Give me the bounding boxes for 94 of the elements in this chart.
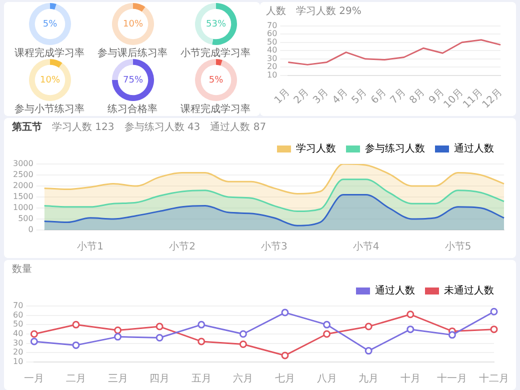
y-tick-label: 500: [18, 214, 34, 224]
y-tick-label: 2000: [13, 181, 34, 190]
text: 75%: [122, 75, 143, 86]
point: [72, 341, 80, 349]
point: [30, 338, 38, 346]
text: 5%: [208, 75, 224, 86]
point: [114, 326, 122, 334]
point: [490, 308, 498, 316]
text: 学习人数 123: [52, 121, 114, 134]
y-tick-label: 40: [266, 46, 278, 55]
text: 53%: [205, 19, 226, 30]
point: [156, 334, 164, 342]
x-tick-label: 四月: [150, 374, 170, 385]
y-tick-label: 20: [12, 348, 24, 357]
point: [72, 320, 80, 328]
x-tick-label: 八月: [316, 374, 337, 385]
x-tick-label: 12月: [480, 86, 504, 111]
y-tick-label: 40: [12, 329, 24, 338]
text: 课程完成学习率: [180, 102, 252, 116]
point: [364, 322, 372, 330]
text: 参与练习人数 43: [124, 120, 200, 134]
y-tick-label: 50: [12, 320, 24, 329]
y-tick-label: 50: [266, 37, 278, 46]
x-tick-label: 十二月: [479, 372, 509, 385]
x-tick-label: 小节1: [77, 240, 104, 253]
x-tick-label: 九月: [358, 372, 379, 385]
point: [198, 320, 206, 328]
point: [323, 330, 331, 338]
legend-label: 通过人数: [375, 284, 415, 297]
point: [30, 330, 38, 338]
point: [156, 322, 164, 330]
text: 通过人数 87: [210, 120, 266, 134]
x-tick-label: 1月: [272, 86, 292, 106]
x-tick-label: 七月: [274, 372, 295, 385]
x-tick-label: 8月: [408, 86, 428, 106]
x-tick-label: 小节4: [352, 240, 380, 253]
y-tick-label: 20: [266, 62, 278, 72]
text: 5%: [42, 19, 58, 30]
y-tick-label: 70: [266, 20, 278, 30]
y-axis-title: 人数: [266, 5, 286, 18]
y-tick-label: 2500: [13, 170, 34, 180]
x-tick-label: 小节2: [169, 240, 196, 253]
x-tick-label: 五月: [191, 374, 212, 385]
point: [281, 352, 289, 360]
y-tick-label: 10: [12, 357, 24, 366]
text: 学习人数 29%: [296, 5, 362, 18]
point: [114, 333, 122, 341]
x-tick-label: 5月: [350, 86, 370, 106]
text: 小节完成学习率: [180, 46, 252, 60]
y-tick-label: 70: [12, 301, 24, 310]
legend-label: 参与练习人数: [365, 142, 425, 155]
legend-label: 学习人数: [296, 142, 336, 155]
point: [490, 326, 498, 334]
y-tick-label: 30: [266, 54, 278, 63]
y-tick-label: 3000: [13, 159, 34, 168]
point: [198, 338, 206, 346]
x-tick-label: 三月: [108, 374, 128, 385]
point: [364, 347, 372, 355]
x-tick-label: 一月: [24, 374, 44, 385]
x-tick-label: 6月: [369, 86, 389, 106]
text: 10%: [122, 19, 143, 30]
y-tick-label: 0: [28, 225, 34, 234]
x-tick-label: 7月: [388, 86, 408, 106]
text: 练习合格率: [106, 102, 158, 116]
point: [406, 310, 414, 318]
legend-label: 未通过人数: [444, 284, 494, 297]
text: 课程完成学习率: [14, 46, 86, 60]
x-tick-label: 二月: [66, 374, 86, 385]
y-tick-label: 1000: [13, 203, 34, 212]
text: 参与课后练习率: [96, 46, 168, 60]
x-tick-label: 十一月: [437, 372, 468, 385]
text: 10%: [39, 75, 60, 86]
y-tick-label: 1500: [13, 192, 34, 202]
text: 参与小节练习率: [14, 102, 86, 116]
point: [281, 308, 289, 316]
x-tick-label: 2月: [292, 86, 312, 106]
y-tick-label: 60: [12, 310, 24, 320]
x-tick-label: 3月: [311, 86, 331, 106]
y-tick-label: 60: [266, 29, 278, 38]
y-tick-label: 30: [12, 338, 24, 348]
point: [406, 326, 414, 334]
point: [239, 340, 247, 348]
x-tick-label: 小节3: [260, 240, 288, 253]
point: [323, 320, 331, 328]
legend-label: 通过人数: [454, 142, 494, 155]
y-axis-title: 数量: [12, 263, 32, 276]
y-tick-label: 10: [266, 70, 278, 80]
x-tick-label: 4月: [330, 86, 350, 106]
x-tick-label: 十月: [400, 372, 420, 385]
x-tick-label: 小节5: [444, 240, 472, 253]
point: [239, 330, 247, 338]
text: 第五节: [12, 120, 42, 134]
point: [448, 331, 456, 339]
x-tick-label: 六月: [233, 372, 254, 385]
